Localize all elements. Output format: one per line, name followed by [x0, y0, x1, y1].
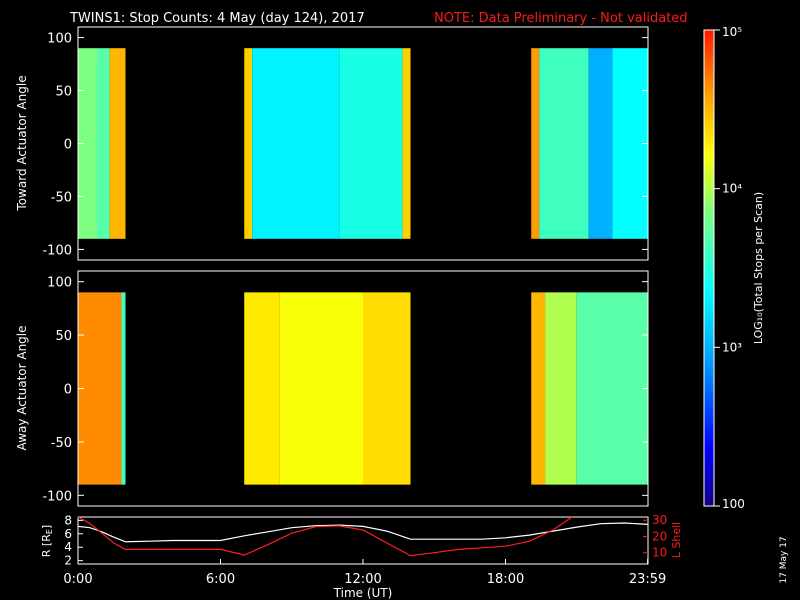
away-y-ticks: 100 50 0 -50 -100 — [42, 276, 648, 504]
colorbar-gradient — [703, 29, 715, 507]
heatmap-band — [244, 292, 280, 485]
r-axis-label-sub: E — [45, 529, 54, 534]
r-tick-label: 2 — [64, 554, 72, 568]
heatmap-band — [363, 292, 411, 485]
lshell-tick-label: 30 — [652, 513, 667, 527]
r-axis-label: R [RE] — [40, 525, 54, 557]
toward-angle-panel: 100 50 0 -50 -100 Toward Actuator Angle — [15, 26, 649, 261]
away-angle-panel: 100 50 0 -50 -100 Away Actuator Angle — [15, 270, 649, 507]
r-series-line — [77, 522, 649, 543]
lshell-axis-label: L Shell — [670, 522, 683, 558]
colorbar-tick-label: 100 — [722, 497, 745, 511]
away-heatmap-bands — [78, 292, 648, 485]
heatmap-band — [97, 48, 110, 239]
colorbar-tick-label: 10⁴ — [722, 182, 742, 196]
away-y-axis-label: Away Actuator Angle — [15, 325, 29, 450]
chart-title: TWINS1: Stop Counts: 4 May (day 124), 20… — [69, 11, 365, 26]
heatmap-band — [539, 48, 589, 239]
y-tick-label: -100 — [42, 243, 72, 258]
heatmap-band — [402, 48, 411, 239]
heatmap-band — [244, 48, 253, 239]
heatmap-band — [531, 292, 546, 485]
y-tick-label: 100 — [47, 276, 72, 291]
heatmap-band — [531, 48, 540, 239]
heatmap-band — [279, 292, 363, 485]
heatmap-band — [339, 48, 403, 239]
y-tick-label: 100 — [47, 32, 72, 47]
date-stamp: 17 May 17 — [779, 536, 789, 583]
colorbar-tick-label: 10⁵ — [722, 25, 742, 39]
x-tick-label: 0:00 — [63, 572, 92, 587]
toward-y-axis-label: Toward Actuator Angle — [15, 75, 29, 211]
heatmap-band — [588, 48, 613, 239]
y-tick-label: -50 — [51, 190, 72, 205]
heatmap-band — [252, 48, 340, 239]
lshell-tick-label: 10 — [652, 546, 667, 560]
heatmap-band — [576, 292, 648, 485]
heatmap-band — [545, 292, 577, 485]
heatmap-band — [78, 292, 122, 485]
y-tick-label: 0 — [64, 383, 72, 398]
heatmap-band — [78, 48, 97, 239]
r-tick-label: 8 — [64, 513, 72, 527]
y-tick-label: -50 — [51, 436, 72, 451]
x-tick-label: 23:59 — [629, 572, 666, 587]
heatmap-band — [121, 292, 126, 485]
colorbar-label: LOG₁₀(Total Stops per Scan) — [752, 192, 765, 344]
time-x-ticks: 0:00 6:00 12:00 18:00 23:59 — [63, 559, 666, 587]
colorbar-tick-label: 10³ — [722, 340, 742, 354]
r-tick-label: 4 — [64, 540, 72, 554]
y-tick-label: 50 — [55, 329, 72, 344]
heatmap-band — [612, 48, 648, 239]
x-tick-label: 18:00 — [487, 572, 524, 587]
r-axis-label-main: R [R — [40, 534, 53, 557]
y-tick-label: -100 — [42, 489, 72, 504]
x-tick-label: 12:00 — [344, 572, 381, 587]
toward-y-ticks: 100 50 0 -50 -100 — [42, 32, 648, 258]
lshell-y-ticks: 30 20 10 — [643, 513, 667, 560]
x-tick-label: 6:00 — [206, 572, 235, 587]
r-axis-label-close: ] — [40, 525, 53, 529]
x-axis-label: Time (UT) — [333, 586, 393, 600]
y-tick-label: 50 — [55, 85, 72, 100]
colorbar: 100 10³ 10⁴ 10⁵ LOG₁₀(Total Stops per Scan) — [703, 25, 765, 511]
y-tick-label: 0 — [64, 138, 72, 153]
toward-heatmap-bands — [78, 48, 648, 239]
r-tick-label: 6 — [64, 527, 72, 541]
colorbar-ticks: 100 10³ 10⁴ 10⁵ — [714, 25, 745, 511]
lshell-series-line — [77, 516, 573, 557]
lshell-tick-label: 20 — [652, 529, 667, 543]
heatmap-band — [109, 48, 126, 239]
preliminary-note: NOTE: Data Preliminary - Not validated — [434, 11, 688, 26]
